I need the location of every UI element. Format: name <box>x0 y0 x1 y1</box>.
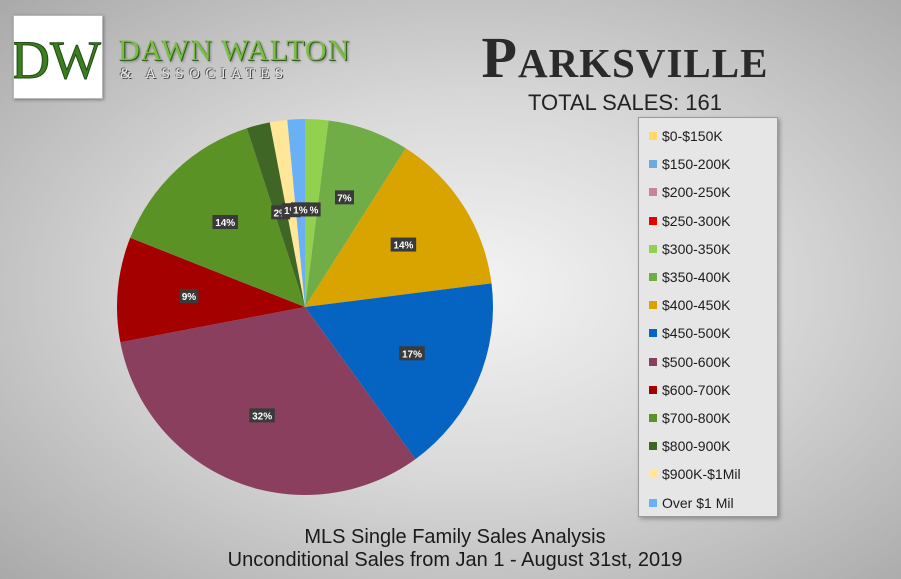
data-label-text: 1% <box>293 205 308 216</box>
legend-label: $250-300K <box>662 212 731 229</box>
data-label-box <box>179 289 199 304</box>
legend-label: $350-400K <box>662 269 731 285</box>
legend-swatch <box>649 132 657 140</box>
logo-monogram: DW <box>14 30 101 90</box>
legend-label: $500-600K <box>662 353 731 370</box>
pie-chart: 1%7%14%17%32%9%14%2%1%1% <box>117 119 494 495</box>
chart-legend: $0-$150K $150-200K $200-250K $250-300K $300-… <box>638 117 778 517</box>
legend-label: $700-800K <box>662 410 731 426</box>
legend-label: $450-500K <box>662 325 731 342</box>
legend-item-800-900k: $800-900K <box>649 436 731 456</box>
data-label-text: 9% <box>182 292 197 303</box>
legend-item-400-450k: $400-450K <box>649 295 731 315</box>
data-label-350-400k: 7% <box>334 190 354 205</box>
brand-subtitle: & ASSOCIATES <box>120 66 289 82</box>
data-label-text: 14% <box>393 241 413 252</box>
data-label-box <box>290 202 310 217</box>
pie-slice-600-700k <box>117 237 306 343</box>
footer-line-1: MLS Single Family Sales Analysis <box>304 526 606 548</box>
data-label-text: 7% <box>337 193 352 204</box>
legend-swatch <box>649 301 657 310</box>
legend-swatch <box>649 160 657 169</box>
legend-swatch <box>649 498 657 507</box>
legend-item-600-700k: $600-700K <box>649 380 731 400</box>
legend-item-900k-1mil: $900K-$1Mil <box>649 464 741 484</box>
data-label-box <box>212 215 238 230</box>
legend-label: Over $1 Mil <box>662 494 734 511</box>
footer-line-2: Unconditional Sales from Jan 1 - August … <box>227 549 683 571</box>
pie-slice-500-600k <box>120 307 416 495</box>
data-label-box <box>334 190 354 205</box>
legend-swatch <box>649 470 657 479</box>
legend-item-700-800k: $700-800K <box>649 408 731 428</box>
legend-swatch <box>649 329 657 338</box>
legend-label: $600-700K <box>662 381 731 398</box>
legend-label: $400-450K <box>662 297 731 314</box>
legend-item-300-350k: $300-350K <box>649 239 731 259</box>
data-label-700-800k: 14% <box>212 215 238 230</box>
data-label-600-700k: 9% <box>179 289 199 304</box>
data-label-text: 14% <box>215 218 235 229</box>
pie-slice-350-400k <box>305 120 406 307</box>
data-label-500-600k: 32% <box>249 408 275 423</box>
data-label-box <box>249 408 275 423</box>
data-label-450-500k: 17% <box>399 346 425 361</box>
legend-swatch <box>649 385 657 394</box>
legend-label: $900K-$1Mil <box>662 466 741 483</box>
legend-swatch <box>649 244 657 253</box>
legend-label: $200-250K <box>662 184 731 201</box>
legend-swatch <box>649 273 657 281</box>
legend-item-0-150k: $0-$150K <box>649 126 723 146</box>
legend-label: $800-900K <box>662 438 731 455</box>
legend-label: $300-350K <box>662 240 731 257</box>
data-label-box <box>399 346 425 361</box>
data-label-over-1-mil: 1% <box>290 202 310 217</box>
brand-name: DAWN WALTON <box>118 34 351 67</box>
total-sales: TOTAL SALES: 161 <box>527 90 723 115</box>
data-label-text: 2% <box>273 208 288 219</box>
data-label-400-450k: 14% <box>390 237 417 252</box>
legend-item-350-400k: $350-400K <box>649 267 731 287</box>
legend-item-450-500k: $450-500K <box>649 323 731 343</box>
legend-label: $0-$150K <box>662 128 723 144</box>
legend-swatch <box>649 414 657 422</box>
data-label-text: 17% <box>402 349 422 360</box>
legend-item-250-300k: $250-300K <box>649 211 731 231</box>
legend-swatch <box>649 188 657 197</box>
legend-swatch <box>649 216 657 225</box>
pie-slice-450-500k <box>305 283 494 460</box>
data-label-text: 1% <box>304 205 319 216</box>
brand-logo: DW <box>11 15 103 99</box>
pie-slice-400-450k <box>305 148 492 307</box>
legend-item-500-600k: $500-600K <box>649 352 731 372</box>
data-label-box <box>390 237 417 252</box>
chart-title: Parksville <box>481 25 769 90</box>
legend-item-200-250k: $200-250K <box>649 182 731 202</box>
legend-label: $150-200K <box>662 156 731 173</box>
legend-swatch <box>649 442 657 451</box>
legend-swatch <box>649 357 657 366</box>
legend-item-150-200k: $150-200K <box>649 154 731 174</box>
legend-item-over-1-mil: Over $1 Mil <box>649 493 734 513</box>
data-label-text: 32% <box>252 411 272 422</box>
